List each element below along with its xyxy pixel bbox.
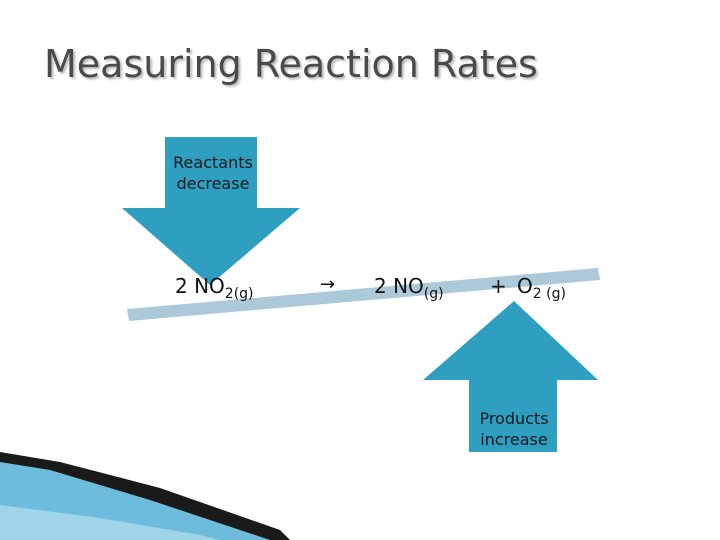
reactants-arrow-label: Reactants decrease bbox=[165, 152, 261, 194]
reactant-formula: 2 NO bbox=[175, 274, 225, 298]
products-label-line2: increase bbox=[480, 430, 548, 449]
slide-title: Measuring Reaction Rates bbox=[44, 42, 538, 86]
reactants-arrow bbox=[122, 137, 300, 285]
reactants-label-line1: Reactants bbox=[173, 153, 253, 172]
equation-plus: + bbox=[490, 274, 507, 298]
equation-reactant: 2 NO2(g) bbox=[175, 274, 254, 302]
product1-formula: 2 NO bbox=[374, 274, 424, 298]
products-label-line1: Products bbox=[479, 409, 549, 428]
equation-product-o2: O2 (g) bbox=[517, 274, 566, 302]
reactants-label-line2: decrease bbox=[176, 174, 250, 193]
product2-formula: O bbox=[517, 274, 533, 298]
product1-subscript: (g) bbox=[423, 286, 444, 302]
corner-swoosh-decoration bbox=[0, 452, 290, 540]
equation-arrow: → bbox=[320, 274, 335, 295]
reactant-subscript: 2(g) bbox=[224, 286, 254, 302]
plus-sign: + bbox=[490, 274, 507, 298]
products-arrow-label: Products increase bbox=[466, 408, 562, 450]
product2-subscript: 2 (g) bbox=[532, 286, 566, 302]
equation-product-no: 2 NO(g) bbox=[374, 274, 444, 302]
balance-bar bbox=[127, 268, 600, 321]
reaction-arrow-symbol: → bbox=[320, 274, 336, 295]
products-arrow bbox=[423, 301, 598, 452]
